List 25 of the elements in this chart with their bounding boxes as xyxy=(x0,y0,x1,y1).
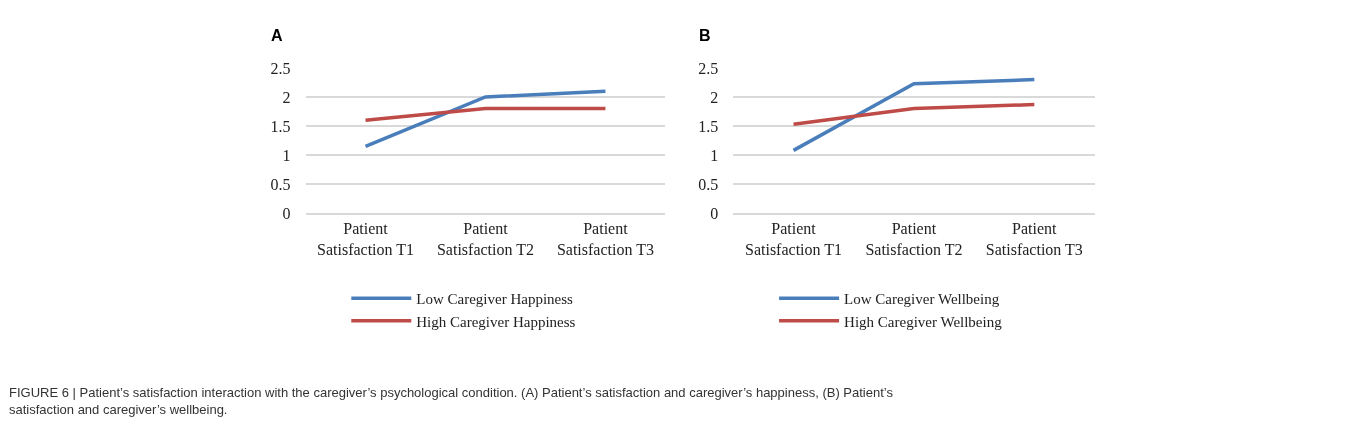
y-tick-label: 0.5 xyxy=(698,175,719,193)
x-tick-label: Patient Satisfaction T2 xyxy=(865,219,963,258)
x-tick-label: Patient Satisfaction T3 xyxy=(985,219,1083,258)
y-tick-label: 1 xyxy=(282,146,291,164)
caption: FIGURE 6 | Patient’s satisfaction interaction with the caregiver’s psychological condition. (A) Patient’s satisfaction and caregiver’s happiness, (B) Patient’s satisfaction and caregiver’s wellbeing. xyxy=(9,385,894,417)
y-tick-label: 1.5 xyxy=(698,117,719,135)
x-tick-label: Patient Satisfaction T1 xyxy=(745,219,843,258)
y-tick-label: 1 xyxy=(710,146,719,164)
legend-label: High Caregiver Happiness xyxy=(416,313,576,330)
y-tick-label: 0.5 xyxy=(270,175,291,193)
y-tick-label: 1.5 xyxy=(270,117,291,135)
y-tick-label: 2.5 xyxy=(698,59,719,77)
y-tick-label: 0 xyxy=(282,204,291,222)
y-tick-label: 2 xyxy=(282,88,291,106)
legend-label: Low Caregiver Wellbeing xyxy=(844,291,1000,308)
y-tick-label: 0 xyxy=(710,204,719,222)
legend-label: High Caregiver Wellbeing xyxy=(844,313,1003,330)
x-tick-label: Patient Satisfaction T1 xyxy=(317,219,415,258)
x-tick-label: Patient Satisfaction T2 xyxy=(436,219,535,258)
x-tick-label: Patient Satisfaction T3 xyxy=(556,219,654,258)
y-tick-label: 2.5 xyxy=(270,59,291,77)
legend-label: Low Caregiver Happiness xyxy=(416,291,574,308)
chart-title: B xyxy=(699,27,711,44)
chart-title: A xyxy=(271,27,283,44)
y-tick-label: 2 xyxy=(710,88,719,106)
